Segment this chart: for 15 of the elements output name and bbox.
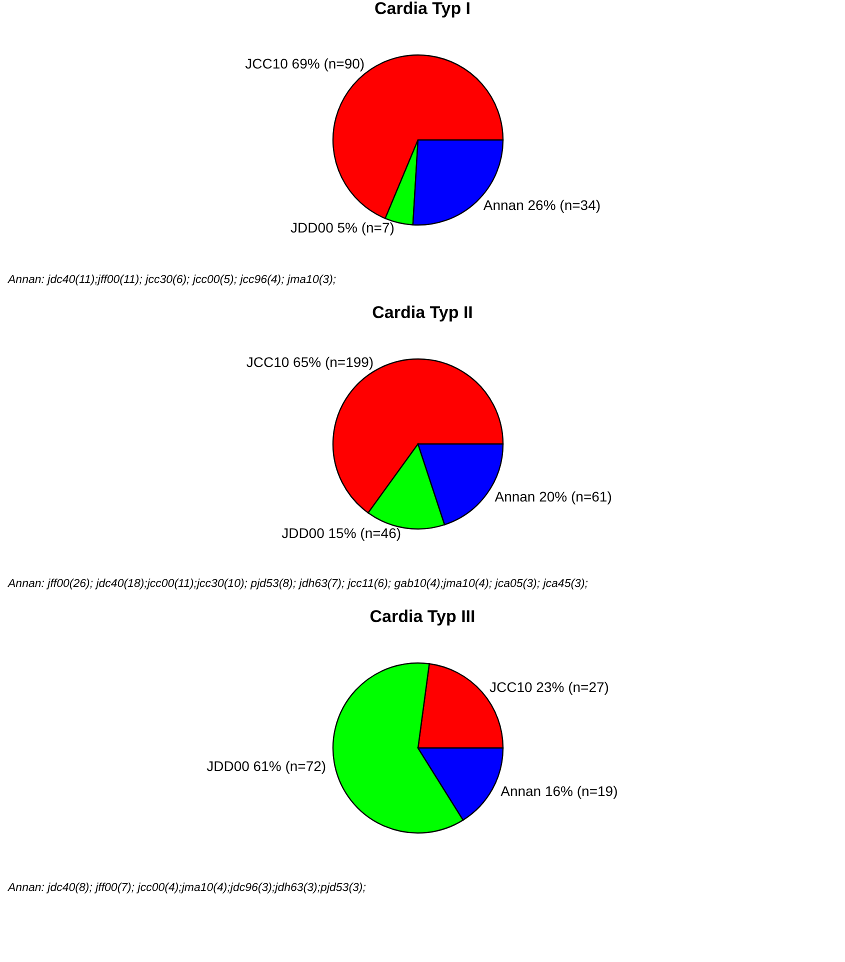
- slice-label: JCC10 23% (n=27): [489, 679, 609, 696]
- text: Annan: jff00(26); jdc40(18);jcc00(11);jcc30(10); pjd53(8); jdh63(7); jcc11(6); gab10(4);jma10(4); jca05(3); jca45(3);: [7, 578, 588, 590]
- text: Annan: jdc40(8); jff00(7); jcc00(4);jma10(4);jdc96(3);jdh63(3);pjd53(3);: [7, 882, 366, 894]
- slice-label: JDD00 61% (n=72): [206, 758, 326, 774]
- slice-label: Annan 26% (n=34): [483, 197, 601, 214]
- text: Annan: jdc40(11);jff00(11); jcc30(6); jcc00(5); jcc96(4); jma10(3);: [7, 274, 336, 286]
- slice-label: Annan 20% (n=61): [494, 488, 612, 504]
- slice-label: JCC10 69% (n=90): [245, 55, 365, 72]
- chart-title: Cardia Typ III: [370, 607, 476, 626]
- slice-label: JDD00 5% (n=7): [290, 220, 394, 236]
- slice-label: JCC10 65% (n=199): [246, 354, 374, 370]
- chart-title: Cardia Typ II: [372, 303, 473, 322]
- slice-label: JDD00 15% (n=46): [282, 524, 402, 541]
- chart-title: Cardia Typ I: [374, 0, 471, 18]
- slice-label: Annan 16% (n=19): [500, 783, 618, 800]
